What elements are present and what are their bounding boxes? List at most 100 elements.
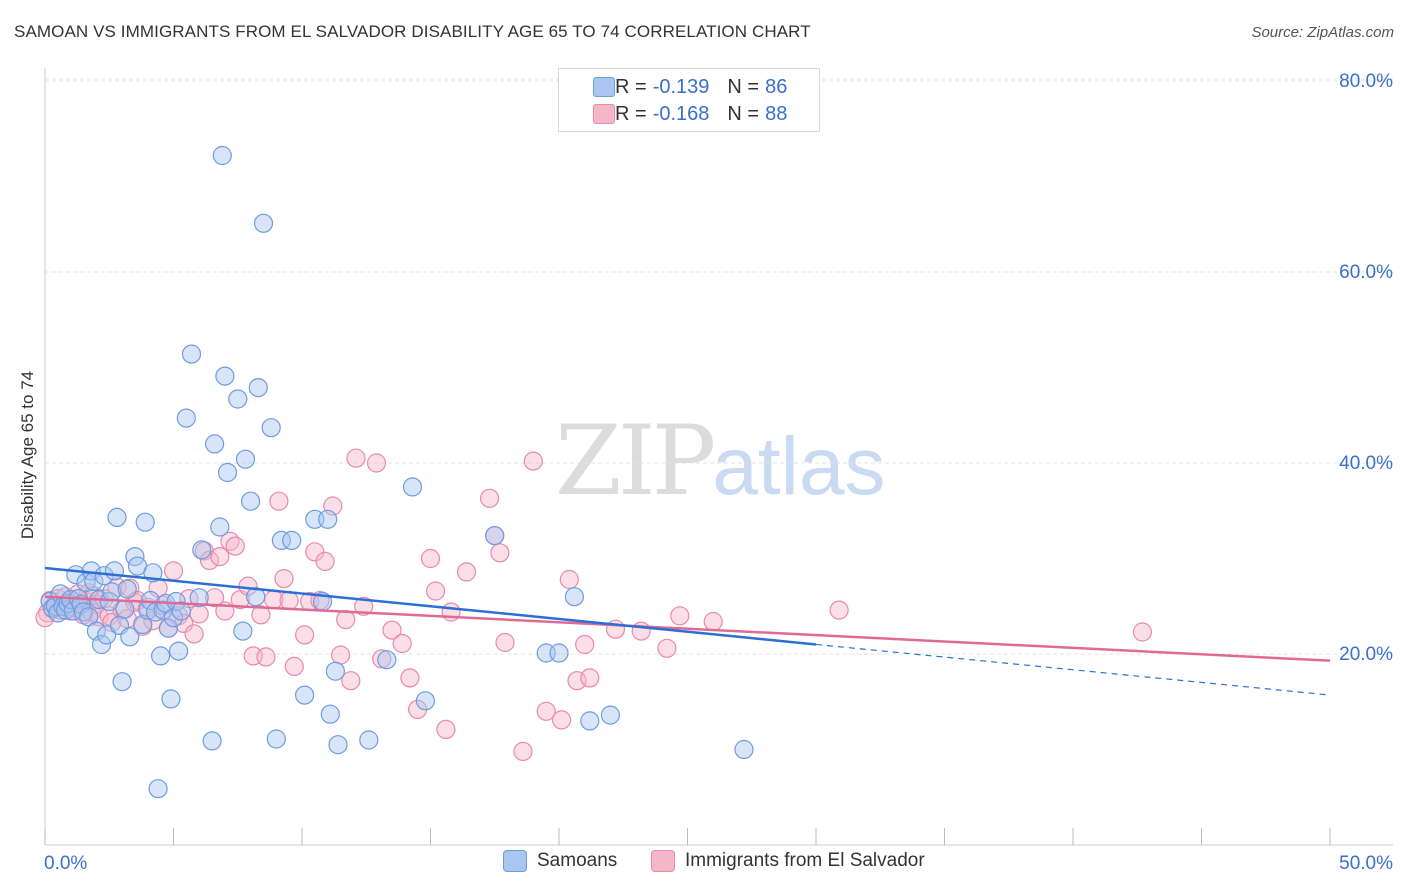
- samoan-point: [202, 731, 222, 751]
- salvador-point: [331, 645, 351, 665]
- source-label: Source: ZipAtlas.com: [1251, 24, 1394, 41]
- axes: [44, 68, 1393, 846]
- salvador-point: [580, 668, 600, 688]
- samoan-point: [228, 389, 248, 409]
- series-legend: Samoans Immigrants from El Salvador: [0, 850, 1406, 880]
- salvador-point: [456, 562, 477, 582]
- legend-n-label: N =: [727, 102, 760, 125]
- y-tick-label: 60.0%: [1339, 262, 1393, 283]
- salvador-point: [1132, 622, 1153, 642]
- samoan-point: [359, 730, 379, 750]
- salvador-point: [480, 488, 500, 508]
- samoan-point: [415, 691, 435, 711]
- watermark-atlas: atlas: [712, 421, 886, 512]
- legend-swatch-salvador: [651, 850, 675, 872]
- samoan-point: [158, 618, 178, 638]
- legend-label-samoans: Samoans: [537, 850, 618, 871]
- samoan-point: [169, 641, 189, 661]
- samoan-point: [210, 517, 230, 537]
- salvador-point: [523, 451, 543, 471]
- salvador-point: [829, 600, 849, 620]
- y-tick-label: 20.0%: [1339, 644, 1393, 665]
- salvador-points: [35, 448, 1153, 762]
- legend-n-value: 86: [765, 75, 788, 98]
- salvador-point: [284, 656, 304, 677]
- samoan-point: [564, 587, 585, 607]
- salvador-point: [382, 620, 402, 640]
- samoan-point: [76, 572, 96, 593]
- samoan-point: [328, 735, 348, 755]
- salvador-point: [184, 624, 204, 644]
- chart-title: SAMOAN VS IMMIGRANTS FROM EL SALVADOR DI…: [14, 22, 811, 41]
- salvador-point: [670, 606, 690, 626]
- salvador-point: [559, 569, 579, 590]
- samoan-point: [282, 530, 302, 551]
- legend-r-label: R =: [615, 75, 647, 98]
- samoan-point: [107, 507, 127, 528]
- samoan-point: [549, 643, 569, 663]
- samoan-point: [217, 462, 238, 483]
- samoan-point: [248, 378, 268, 398]
- legend-label-salvador: Immigrants from El Salvador: [685, 850, 925, 871]
- samoan-point: [580, 711, 600, 731]
- salvador-point: [225, 536, 245, 556]
- salvador-point: [336, 609, 356, 630]
- salvador-point: [354, 596, 374, 616]
- samoan-point: [163, 608, 184, 628]
- samoan-point: [112, 672, 132, 692]
- samoan-point: [192, 540, 212, 560]
- legend-n-label: N =: [727, 75, 760, 98]
- legend-row-samoans: R = -0.139 N = 86: [593, 74, 788, 100]
- salvador-trend-line: [44, 595, 1331, 662]
- samoan-point: [241, 491, 261, 511]
- samoan-point: [91, 634, 112, 655]
- salvador-point: [89, 607, 109, 627]
- samoan-point: [97, 625, 117, 645]
- samoan-point: [205, 434, 225, 454]
- legend-r-value: -0.168: [652, 102, 710, 125]
- samoan-point: [104, 561, 125, 581]
- samoan-point: [266, 729, 286, 749]
- samoan-trend-extension: [815, 643, 1331, 696]
- salvador-point: [490, 543, 510, 563]
- salvador-point: [536, 701, 556, 721]
- salvador-point: [199, 550, 220, 571]
- salvador-point: [174, 613, 194, 634]
- y-tick-label: 80.0%: [1339, 71, 1393, 92]
- samoan-point: [377, 650, 397, 670]
- samoan-point: [402, 477, 423, 497]
- tick-labels: 20.0% 40.0% 60.0% 80.0% 0.0% 50.0%: [44, 71, 1393, 874]
- salvador-point: [366, 453, 387, 473]
- salvador-point: [295, 625, 315, 645]
- gridlines: [45, 78, 1393, 655]
- watermark: ZIPatlas: [555, 405, 885, 517]
- salvador-point: [315, 551, 335, 572]
- salvador-point: [269, 491, 289, 511]
- samoan-point: [189, 588, 209, 608]
- samoan-point: [600, 705, 621, 725]
- x-tick-label-max: 50.0%: [1339, 853, 1393, 874]
- legend-item-samoans: Samoans: [503, 850, 617, 872]
- salvador-point: [575, 634, 595, 655]
- samoan-points: [40, 145, 754, 799]
- salvador-point: [189, 604, 209, 624]
- samoan-point: [325, 661, 345, 681]
- salvador-point: [341, 671, 361, 691]
- salvador-point: [163, 561, 184, 581]
- salvador-point: [495, 632, 515, 653]
- samoan-point: [320, 704, 340, 724]
- watermark-zip: ZIP: [555, 405, 716, 517]
- legend-swatch-salvador: [593, 104, 615, 124]
- legend-r-label: R =: [615, 102, 647, 125]
- samoan-point: [318, 509, 338, 529]
- salvador-point: [305, 542, 325, 562]
- samoan-point: [261, 418, 281, 438]
- samoan-point: [271, 530, 291, 551]
- salvador-point: [251, 605, 271, 625]
- salvador-point: [205, 588, 225, 608]
- salvador-point: [102, 612, 122, 633]
- samoan-point: [151, 646, 171, 666]
- samoan-point: [295, 685, 315, 705]
- samoan-point: [133, 614, 153, 635]
